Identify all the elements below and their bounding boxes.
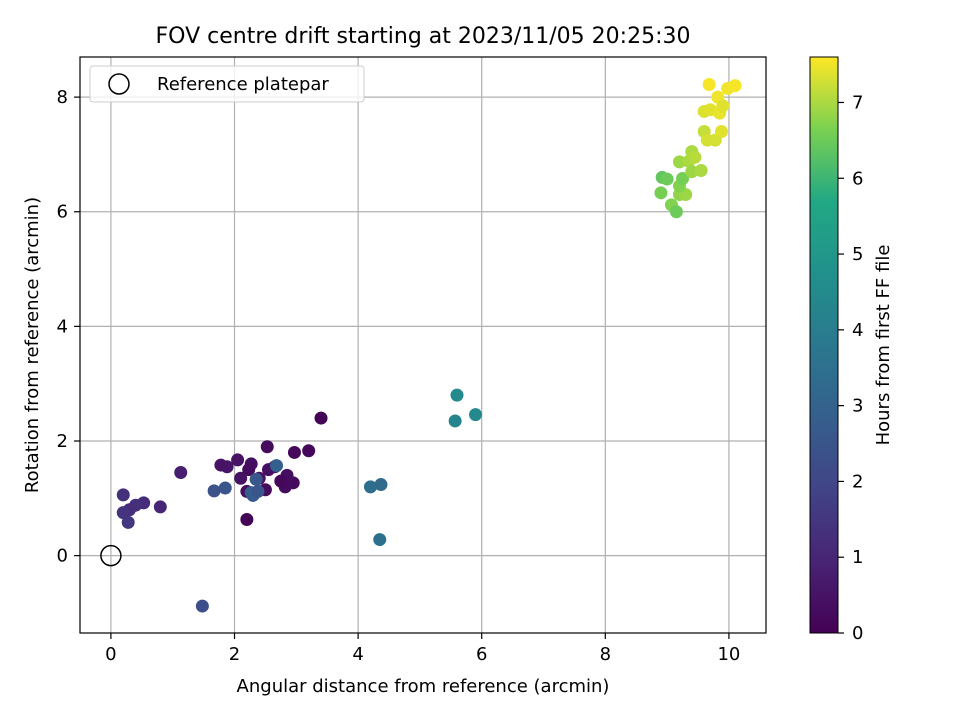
scatter-point — [242, 463, 256, 477]
scatter-point — [270, 459, 284, 473]
y-tick-label: 0 — [57, 546, 68, 567]
scatter-point — [153, 500, 167, 514]
colorbar-tick-label: 1 — [852, 547, 863, 568]
scatter-point — [676, 172, 690, 186]
data-points — [116, 78, 742, 613]
x-axis-label: Angular distance from reference (arcmin) — [237, 676, 610, 697]
scatter-point — [260, 440, 274, 454]
scatter-point — [207, 484, 221, 498]
colorbar-tick-label: 4 — [852, 320, 863, 341]
scatter-point — [274, 474, 288, 488]
colorbar-label: Hours from first FF file — [873, 245, 894, 446]
colorbar: 0 1 2 3 4 5 6 7 Hours from first FF file — [809, 56, 894, 644]
scatter-point — [716, 99, 730, 113]
chart-title: FOV centre drift starting at 2023/11/05 … — [156, 24, 691, 49]
scatter-point — [702, 78, 716, 92]
colorbar-ticks: 0 1 2 3 4 5 6 7 — [838, 92, 863, 644]
scatter-point — [234, 471, 248, 485]
scatter-point — [231, 453, 245, 467]
legend-entry-reference: Reference platepar — [157, 74, 329, 95]
x-axis-ticks: 0 2 4 6 8 10 — [105, 633, 740, 665]
grid — [80, 57, 766, 633]
scatter-point — [450, 388, 464, 402]
scatter-point — [214, 458, 228, 472]
scatter-point — [688, 150, 702, 164]
scatter-point — [121, 515, 135, 529]
scatter-point — [174, 466, 188, 480]
scatter-point — [314, 411, 328, 425]
scatter-point — [251, 484, 265, 498]
scatter-point — [660, 172, 674, 186]
scatter-point — [728, 79, 742, 93]
y-tick-label: 6 — [57, 202, 68, 223]
scatter-point — [287, 445, 301, 459]
y-tick-label: 2 — [57, 431, 68, 452]
scatter-point — [240, 513, 254, 527]
scatter-point — [672, 155, 686, 169]
x-tick-label: 0 — [105, 644, 116, 665]
colorbar-gradient — [809, 56, 839, 634]
scatter-point — [669, 205, 683, 219]
colorbar-tick-label: 7 — [852, 92, 863, 113]
legend: Reference platepar — [89, 65, 365, 103]
colorbar-tick-label: 6 — [852, 168, 863, 189]
legend-marker-icon — [108, 73, 130, 95]
scatter-point — [302, 444, 316, 458]
x-tick-label: 4 — [352, 644, 363, 665]
reference-platepar-marker — [100, 544, 122, 567]
legend-box — [89, 65, 365, 103]
scatter-point — [116, 488, 130, 502]
colorbar-tick-label: 3 — [852, 396, 863, 417]
y-tick-label: 8 — [57, 87, 68, 108]
colorbar-tick-label: 2 — [852, 471, 863, 492]
scatter-point — [469, 408, 483, 422]
x-tick-label: 6 — [476, 644, 487, 665]
plot-frame — [79, 56, 767, 634]
y-axis-ticks: 0 2 4 6 8 — [57, 87, 80, 567]
scatter-point — [448, 414, 462, 428]
y-axis-label: Rotation from reference (arcmin) — [22, 197, 43, 493]
scatter-point — [373, 533, 387, 547]
colorbar-tick-label: 0 — [852, 623, 863, 644]
scatter-point — [715, 125, 729, 139]
scatter-point — [363, 480, 377, 494]
x-tick-label: 8 — [600, 644, 611, 665]
scatter-point — [249, 472, 263, 486]
scatter-point — [195, 599, 209, 613]
scatter-point — [116, 506, 130, 520]
reference-marker-group — [100, 544, 122, 567]
scatter-point — [654, 186, 668, 200]
scatter-point — [218, 481, 232, 495]
y-tick-label: 4 — [57, 316, 68, 337]
x-tick-label: 2 — [229, 644, 240, 665]
scatter-point — [694, 163, 708, 177]
colorbar-tick-label: 5 — [852, 244, 863, 265]
scatter-point — [374, 478, 388, 492]
x-tick-label: 10 — [717, 644, 740, 665]
